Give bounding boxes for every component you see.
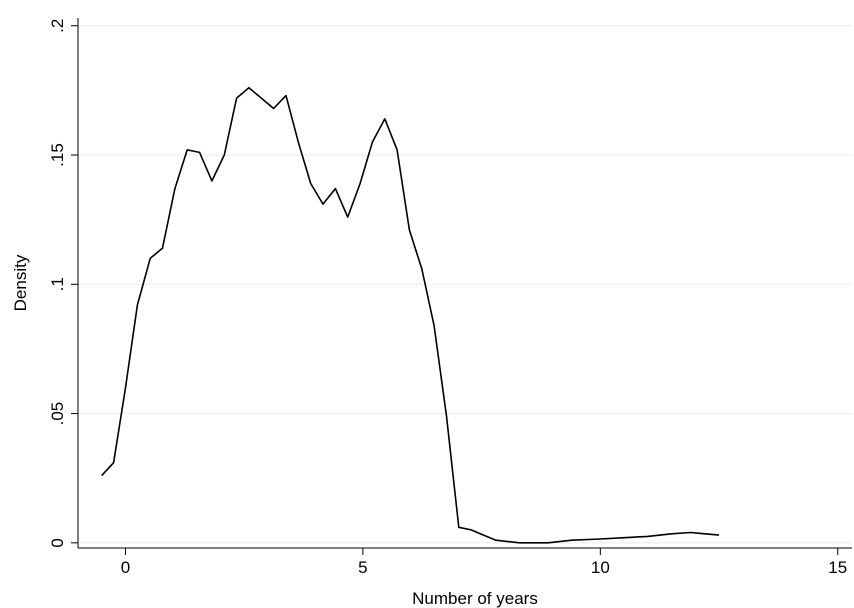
y-tick-label: .15: [48, 143, 67, 167]
y-tick-label: .2: [48, 19, 67, 33]
y-axis-title: Density: [11, 254, 30, 311]
x-axis-title: Number of years: [412, 589, 538, 608]
x-axis-ticks: 0 5 10 15: [121, 548, 847, 577]
x-tick-label: 5: [358, 558, 367, 577]
x-tick-label: 10: [591, 558, 610, 577]
x-tick-label: 15: [828, 558, 847, 577]
y-tick-label: 0: [48, 538, 67, 547]
y-axis-ticks: 0 .05 .1 .15 .2: [48, 19, 78, 548]
grid-lines: [78, 25, 852, 544]
x-tick-label: 0: [121, 558, 130, 577]
y-tick-label: .1: [48, 277, 67, 291]
y-tick-label: .05: [48, 402, 67, 426]
density-line: [101, 87, 720, 544]
